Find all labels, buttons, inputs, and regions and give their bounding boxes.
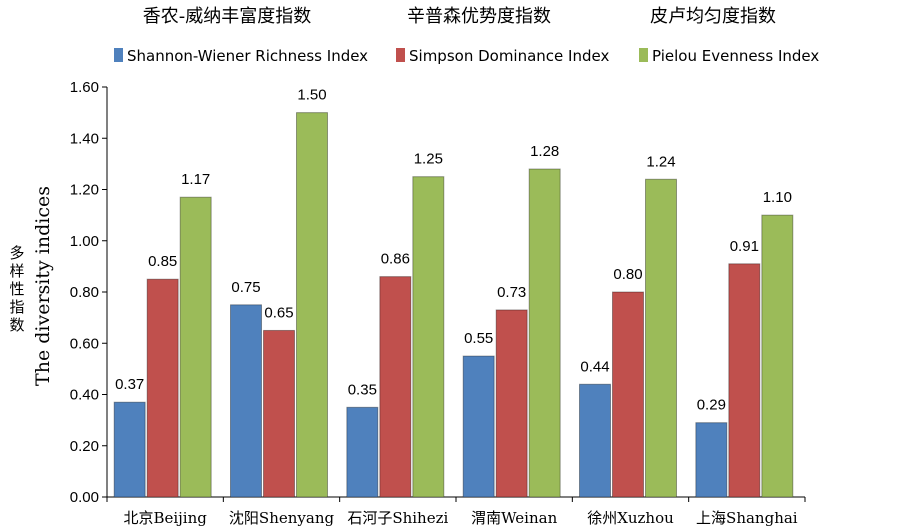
y-ticks: 0.00 0.20 0.40 0.60 0.80 1.00 1.20 1.40 1.60: [70, 79, 107, 506]
data-label-simpson: 0.73: [497, 284, 526, 301]
header-title-simpson: 辛普森优势度指数: [407, 6, 551, 27]
category-label: 渭南Weinan: [471, 509, 557, 527]
legend-label-shannon: Shannon-Wiener Richness Index: [127, 47, 368, 65]
y-tick-label: 1.20: [70, 182, 99, 199]
y-axis-title-cn-4: 指: [9, 298, 24, 316]
y-axis-title-cn-2: 样: [9, 262, 24, 280]
category-labels: 北京Beijing 沈阳Shenyang 石河子Shihezi 渭南Weinan 徐州X…: [123, 509, 797, 527]
y-tick-label: 1.00: [70, 233, 99, 250]
data-label-shannon: 0.75: [231, 279, 260, 296]
data-label-pielou: 1.28: [530, 143, 559, 160]
data-label-shannon: 0.55: [464, 330, 493, 347]
legend: Shannon-Wiener Richness Index Simpson Do…: [114, 47, 819, 65]
y-axis-title-cn-1: 多: [9, 244, 24, 262]
y-axis-title-en: The diversity indices: [32, 186, 54, 386]
bar-shannon: [230, 304, 262, 498]
legend-swatch-pielou: [639, 48, 648, 62]
bar-pielou: [528, 168, 561, 498]
bar-pielou: [645, 178, 677, 498]
header-title-shannon: 香农-威纳丰富度指数: [143, 6, 312, 27]
legend-swatch-simpson: [396, 48, 405, 62]
data-label-shannon: 0.44: [580, 358, 609, 375]
data-label-pielou: 1.17: [181, 171, 210, 188]
bar-shannon: [579, 383, 611, 498]
data-label-pielou: 1.24: [646, 153, 675, 170]
category-label: 徐州Xuzhou: [587, 509, 674, 527]
y-tick-label: 0.60: [70, 335, 99, 352]
bar-shannon: [462, 355, 495, 498]
x-ticks: [106, 497, 806, 502]
bar-pielou: [296, 112, 328, 498]
y-tick-label: 1.60: [70, 79, 99, 96]
category-label: 上海Shanghai: [696, 509, 798, 527]
data-label-simpson: 0.91: [730, 238, 759, 255]
data-label-simpson: 0.85: [148, 253, 177, 270]
bar-simpson: [728, 263, 761, 498]
y-tick-label: 0.20: [70, 438, 99, 455]
bar-shannon: [113, 401, 146, 498]
y-axis-title: 多 样 性 指 数 The diversity indices: [9, 186, 54, 386]
category-label: 沈阳Shenyang: [229, 509, 335, 527]
bar-simpson: [263, 329, 295, 498]
bar-simpson: [495, 309, 528, 498]
data-label-shannon: 0.37: [115, 376, 144, 393]
legend-label-simpson: Simpson Dominance Index: [409, 47, 609, 65]
data-label-simpson: 0.80: [613, 266, 642, 283]
legend-swatch-shannon: [114, 48, 123, 62]
y-axis-title-cn-5: 数: [9, 316, 24, 334]
y-tick-label: 1.40: [70, 130, 99, 147]
header-title-pielou: 皮卢均匀度指数: [650, 6, 776, 27]
data-label-simpson: 0.65: [264, 304, 293, 321]
data-label-pielou: 1.50: [297, 87, 326, 104]
y-tick-label: 0.00: [70, 489, 99, 506]
bar-shannon: [346, 406, 379, 498]
bars: [113, 112, 794, 498]
bar-simpson: [379, 276, 412, 498]
y-axis-title-cn-3: 性: [9, 280, 24, 298]
bar-simpson: [146, 278, 179, 498]
bar-shannon: [695, 422, 728, 498]
header-titles: 香农-威纳丰富度指数 辛普森优势度指数 皮卢均匀度指数: [143, 6, 776, 27]
y-tick-label: 0.40: [70, 387, 99, 404]
bar-simpson: [612, 291, 644, 498]
data-labels: 0.37 0.85 1.17 0.750.65 1.50 0.35 0.86 1.25 0.55…: [115, 87, 792, 414]
category-label: 北京Beijing: [123, 509, 207, 527]
category-label: 石河子Shihezi: [347, 509, 448, 527]
data-label-pielou: 1.25: [414, 151, 443, 168]
bar-pielou: [179, 196, 212, 498]
data-label-shannon: 0.29: [697, 397, 726, 414]
legend-label-pielou: Pielou Evenness Index: [652, 47, 819, 65]
data-label-simpson: 0.86: [381, 251, 410, 268]
data-label-shannon: 0.35: [348, 381, 377, 398]
bar-pielou: [412, 176, 445, 498]
y-tick-label: 0.80: [70, 284, 99, 301]
bar-pielou: [761, 214, 794, 498]
data-label-pielou: 1.10: [763, 189, 792, 206]
